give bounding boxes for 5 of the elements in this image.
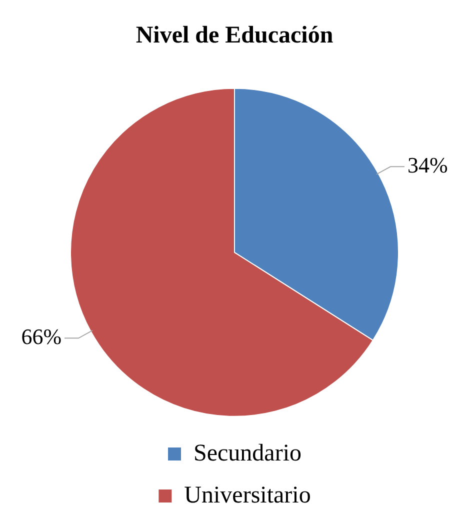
data-label: 66% <box>21 324 62 349</box>
legend-label: Universitario <box>184 482 311 508</box>
data-label: 34% <box>407 152 448 178</box>
chart-title: Nivel de Educación <box>136 22 334 49</box>
legend-label: Secundario <box>194 440 302 466</box>
